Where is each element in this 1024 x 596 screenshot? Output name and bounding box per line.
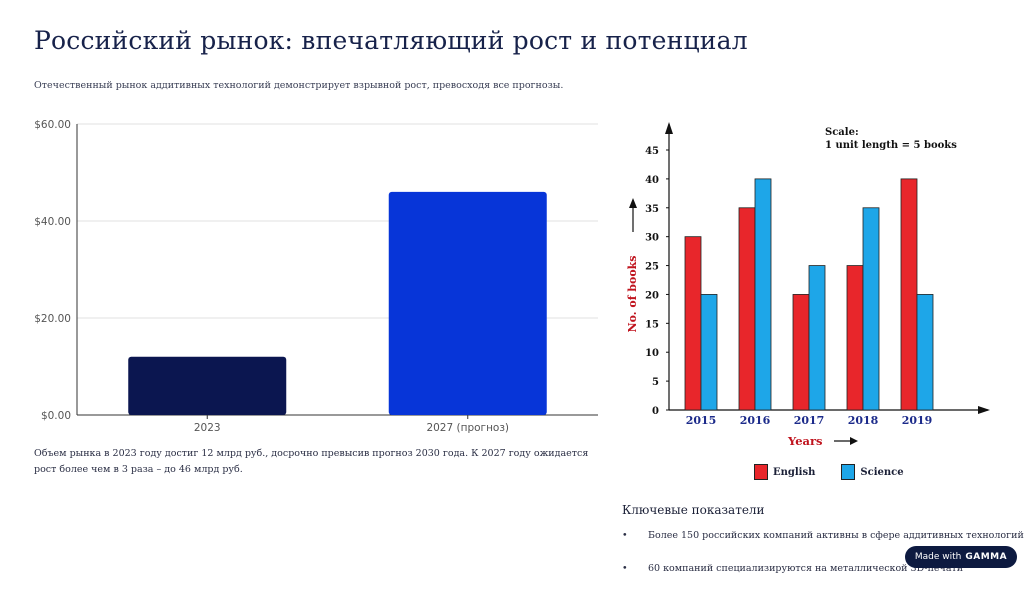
- market-caption: Объем рынка в 2023 году достиг 12 млрд р…: [34, 448, 589, 475]
- bar-english-2019: [900, 178, 918, 411]
- legend-item-english: English: [754, 464, 815, 480]
- market-bar-chart: $0.00 $20.00 $40.00 $60.00 2023 2027 (прогноз…: [34, 119, 598, 434]
- x-tick-label: 2027 (прогноз): [426, 422, 509, 434]
- page-title: Российский рынок: впечатляющий рост и по…: [34, 26, 748, 55]
- bar-science-2018: [862, 207, 880, 411]
- y-tick-label: $20.00: [34, 313, 71, 325]
- x-label-arrow-head: [850, 437, 858, 445]
- made-with-gamma-badge[interactable]: Made with GAMMA: [905, 546, 1017, 568]
- bar-english-2015: [684, 236, 702, 411]
- y-axis-arrow: [665, 122, 673, 134]
- y-tick-label: 10: [645, 348, 659, 359]
- y-tick-label: 15: [645, 319, 659, 330]
- y-axis-label: No. of books: [626, 256, 639, 333]
- bar-science-2019: [916, 294, 934, 411]
- bar-english-2018: [846, 265, 864, 411]
- bar-science-2016: [754, 178, 772, 411]
- y-tick-label: 45: [645, 146, 659, 157]
- y-tick-label: 40: [645, 175, 659, 186]
- x-axis-label: Years: [787, 434, 823, 448]
- x-tick-label: 2016: [740, 414, 771, 427]
- x-tick-label: 2019: [902, 414, 933, 427]
- y-tick-label: 20: [645, 290, 659, 301]
- bar-english-2016: [738, 207, 756, 411]
- scale-title: Scale:: [825, 127, 859, 138]
- x-tick-label: 2018: [848, 414, 879, 427]
- y-tick-label: 0: [652, 406, 659, 417]
- legend-label-english: English: [773, 466, 816, 478]
- legend-item-science: Science: [841, 464, 904, 480]
- bar-science-2015: [700, 294, 718, 411]
- badge-brand: GAMMA: [965, 552, 1008, 562]
- y-tick-label: $60.00: [34, 119, 71, 131]
- bar-2027: [388, 191, 547, 415]
- x-axis-arrow: [978, 406, 990, 414]
- key-points-title: Ключевые показатели: [622, 503, 765, 517]
- books-bar-chart: 0 5 10 15 20 25 30 35 40 45 No. of books 2015 2016 20…: [626, 122, 990, 448]
- y-label-arrow-head: [629, 198, 637, 208]
- key-points-list: Более 150 российских компаний активны в …: [622, 530, 1024, 596]
- x-tick-label: 2017: [794, 414, 825, 427]
- y-tick-label: 5: [652, 377, 659, 388]
- legend-swatch-science: [841, 464, 856, 480]
- bar-2023: [128, 356, 287, 415]
- bar-english-2017: [792, 294, 810, 411]
- y-tick-label: 30: [645, 233, 659, 244]
- key-point-item: Более 150 российских компаний активны в …: [622, 530, 1024, 563]
- x-tick-label: 2023: [194, 422, 221, 434]
- scale-text: 1 unit length = 5 books: [825, 140, 957, 151]
- key-point-item: 60 компаний специализируются на металлич…: [622, 563, 1024, 596]
- x-tick-label: 2015: [686, 414, 717, 427]
- y-tick-label: $0.00: [41, 410, 71, 422]
- legend-swatch-english: [754, 464, 768, 480]
- legend-label-science: Science: [860, 466, 904, 478]
- y-tick-label: $40.00: [34, 216, 71, 228]
- badge-prefix: Made with: [914, 552, 962, 562]
- y-tick-label: 25: [645, 262, 659, 273]
- books-chart-legend: English Science: [754, 464, 904, 480]
- page-subtitle: Отечественный рынок аддитивных технологи…: [34, 80, 564, 91]
- y-tick-label: 35: [645, 204, 659, 215]
- bar-science-2017: [808, 265, 826, 411]
